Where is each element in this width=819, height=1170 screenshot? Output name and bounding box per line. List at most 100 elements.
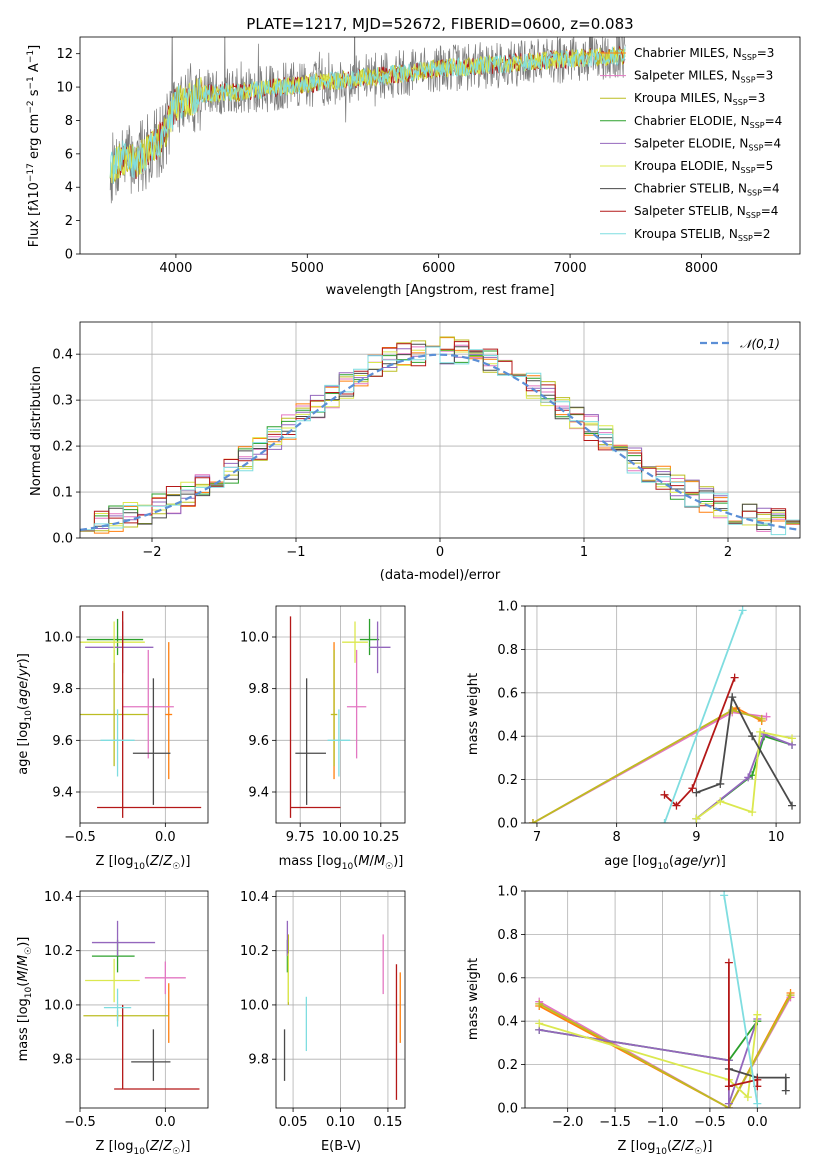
- massweight-marker-chabrier-stelib: [781, 1086, 790, 1095]
- massweight_vs_Z-x-tick-label: −2.0: [552, 1115, 584, 1130]
- age-vs-mass-panel: mass [log10(M/M☉)] 9.75 10.00 10.25 9.4 9.6 9…: [240, 605, 406, 872]
- massweight-marker-kroupa-stelib: [660, 819, 669, 823]
- massweight-marker-kroupa-miles: [528, 819, 537, 823]
- massweight_vs_Z-y-tick-label: 0.8: [497, 928, 518, 943]
- spectrum-x-tick-label: 5000: [291, 261, 324, 276]
- age_vs_mass-y-tick-label: 9.4: [248, 786, 269, 801]
- massweight-marker-kroupa-elodie: [748, 808, 757, 817]
- age_vs_Z-frame: [79, 605, 209, 824]
- massweight-marker-salpeter-miles: [762, 712, 771, 721]
- spectrum-y-tick-label: 6: [65, 147, 73, 162]
- mass_vs_Z-y-tick-label: 10.0: [44, 998, 73, 1013]
- residuals-y-tick-label: 0.4: [52, 348, 73, 363]
- residuals-y-tick-label: 0.3: [52, 394, 73, 409]
- massweight-marker-chabrier-stelib: [692, 788, 701, 797]
- spectrum-y-tick-label: 8: [65, 114, 73, 129]
- age_vs_mass-x-tick-label: 9.75: [286, 830, 315, 845]
- residuals-x-tick-label: 2: [724, 545, 732, 560]
- massweight-line-kroupa-miles: [538, 994, 792, 1108]
- massweight-marker-salpeter-elodie: [744, 773, 753, 782]
- legend-label-salpeter-elodie: Salpeter ELODIE, NSSP=4: [634, 136, 781, 152]
- massweight-marker-chabrier-stelib: [748, 732, 757, 741]
- massweight_vs_age-y-tick-label: 1.0: [497, 600, 518, 615]
- legend-label-kroupa-miles: Kroupa MILES, NSSP=3: [634, 91, 765, 107]
- massweight-marker-kroupa-miles: [786, 991, 795, 1000]
- massweight_vs_age-y-tick-label: 0.0: [497, 817, 518, 832]
- spectrum-x-tick-label: 6000: [422, 261, 455, 276]
- legend-label-chabrier-stelib: Chabrier STELIB, NSSP=4: [634, 182, 780, 198]
- figure-title: PLATE=1217, MJD=52672, FIBERID=0600, z=0…: [246, 15, 633, 33]
- massweight_vs_Z-x-tick-label: −1.5: [599, 1115, 631, 1130]
- massweight-line-salpeter-stelib: [728, 962, 759, 1088]
- age_vs_mass-y-tick-label: 9.8: [248, 682, 269, 697]
- mass_vs_EBV-x-tick-label: 0.10: [326, 1115, 355, 1130]
- massweight_vs_age-plot-area: [525, 606, 800, 823]
- massweight-line-kroupa-stelib: [663, 609, 744, 823]
- spectrum-model-line-kroupa-stelib: [109, 46, 626, 184]
- massweight-marker-kroupa-stelib: [738, 606, 747, 615]
- massweight-marker-kroupa-elodie: [788, 734, 797, 743]
- massweight-marker-kroupa-elodie: [692, 814, 701, 823]
- massweight-marker-salpeter-stelib: [730, 673, 739, 682]
- massweight-marker-kroupa-elodie: [756, 727, 765, 736]
- massweight-marker-kroupa-elodie: [535, 1019, 544, 1028]
- massweight-marker-kroupa-elodie: [716, 797, 725, 806]
- massweight-vs-Z-y-axis-label: mass weight: [466, 958, 481, 1040]
- age_vs_Z-y-tick-label: 9.4: [52, 786, 73, 801]
- massweight_vs_Z-x-tick-label: −0.5: [694, 1115, 726, 1130]
- age-vs-Z-y-axis-label: age [log10(age/yr)]: [16, 653, 34, 775]
- massweight-vs-Z-x-axis-label: Z [log10(Z/Z☉)]: [618, 1139, 713, 1157]
- spectrum-plot-area: [109, 37, 626, 204]
- mass_vs_EBV-plot-area: [276, 891, 405, 1108]
- spectrum-y-tick-label: 2: [65, 214, 73, 229]
- massweight-marker-kroupa-miles: [535, 999, 544, 1008]
- age_vs_mass-x-tick-label: 10.25: [362, 830, 399, 845]
- residuals-plot-area: [80, 322, 800, 538]
- age-vs-Z-x-axis-label: Z [log10(Z/Z☉)]: [96, 854, 191, 872]
- residuals-frame: [79, 321, 801, 539]
- spectrum-y-tick-label: 0: [65, 248, 73, 263]
- massweight_vs_Z-y-tick-label: 0.4: [497, 1015, 518, 1030]
- legend-label-salpeter-stelib: Salpeter STELIB, NSSP=4: [634, 204, 778, 220]
- legend-label-salpeter-miles: Salpeter MILES, NSSP=3: [634, 69, 773, 85]
- massweight_vs_age-y-tick-label: 0.6: [497, 686, 518, 701]
- age-vs-mass-x-axis-label: mass [log10(M/M☉)]: [279, 854, 404, 872]
- massweight-marker-salpeter-stelib: [688, 784, 697, 793]
- mass_vs_EBV-frame: [275, 890, 406, 1109]
- massweight-marker-chabrier-stelib: [788, 801, 797, 810]
- massweight-vs-age-y-axis-label: mass weight: [466, 673, 481, 755]
- legend-label-chabrier-miles: Chabrier MILES, NSSP=3: [634, 46, 774, 62]
- massweight_vs_age-y-tick-label: 0.2: [497, 773, 518, 788]
- spectrum-frame: [79, 36, 801, 255]
- massweight-vs-age-x-axis-label: age [log10(age/yr)]: [604, 854, 726, 872]
- massweight-marker-salpeter-stelib: [660, 790, 669, 799]
- massweight_vs_age-x-tick-label: 9: [692, 830, 700, 845]
- massweight-line-salpeter-elodie: [695, 732, 793, 820]
- massweight_vs_Z-y-tick-label: 0.2: [497, 1058, 518, 1073]
- normal-legend-label: 𝒩(0,1): [740, 337, 780, 351]
- massweight-vs-age-panel: age [log10(age/yr)] mass weight 7 8 9 10 0.0…: [466, 600, 801, 872]
- mass-vs-EBV-x-axis-label: E(B-V): [321, 1139, 361, 1154]
- massweight-line-chabrier-stelib: [728, 1068, 787, 1091]
- legend-label-kroupa-elodie: Kroupa ELODIE, NSSP=5: [634, 159, 773, 175]
- massweight_vs_age-x-tick-label: 10: [768, 830, 785, 845]
- spectrum-x-tick-label: 7000: [554, 261, 587, 276]
- mass-vs-Z-y-axis-label: mass [log10(M/M☉)]: [16, 937, 34, 1062]
- mass_vs_Z-x-tick-label: 0.0: [155, 1115, 176, 1130]
- massweight-line-kroupa-elodie: [695, 730, 793, 820]
- spectrum-x-tick-label: 4000: [159, 261, 192, 276]
- residuals-x-tick-label: 0: [436, 545, 444, 560]
- massweight_vs_Z-frame: [524, 890, 801, 1109]
- spectrum-legend: Chabrier MILES, NSSP=3 Salpeter MILES, NS…: [600, 46, 782, 243]
- mass-vs-EBV-panel: E(B-V) 0.05 0.10 0.15 9.8 10.0 10.2 10.4: [240, 890, 406, 1154]
- residuals-y-axis-label: Normed distribution: [29, 366, 44, 496]
- mass-vs-Z-x-axis-label: Z [log10(Z/Z☉)]: [96, 1139, 191, 1157]
- residuals-x-axis-label: (data-model)/error: [380, 568, 501, 583]
- massweight-marker-kroupa-stelib: [753, 1099, 762, 1108]
- normal-reference-curve: [80, 353, 800, 531]
- age_vs_Z-plot-area: [80, 606, 208, 823]
- massweight-marker-kroupa-elodie: [743, 1093, 752, 1102]
- age_vs_mass-y-tick-label: 10.0: [240, 631, 269, 646]
- massweight_vs_Z-y-tick-label: 1.0: [497, 885, 518, 900]
